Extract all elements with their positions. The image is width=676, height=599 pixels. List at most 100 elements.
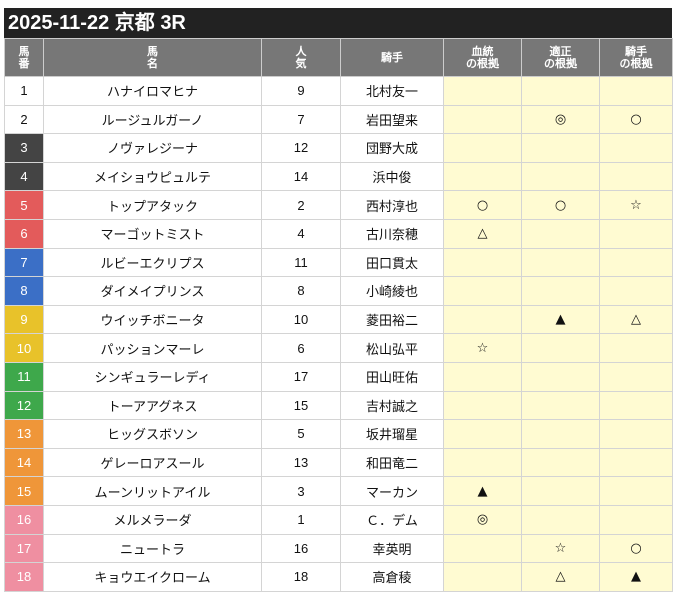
popularity: 8: [261, 276, 341, 306]
aptitude-mark: ○: [521, 190, 600, 220]
bloodline-mark: [443, 562, 522, 592]
horse-number: 5: [4, 190, 44, 220]
header-row: 馬番 馬名 人気 騎手 血統 の根拠 適正 の根拠 騎手 の根拠: [4, 38, 673, 77]
horse-name: ヒッグスボソン: [43, 419, 262, 449]
aptitude-mark: [521, 247, 600, 278]
popularity: 10: [261, 304, 341, 335]
jockey-name: Ｃ．デム: [340, 504, 444, 535]
bloodline-mark: ○: [443, 190, 522, 220]
jockey-name: 西村淳也: [340, 190, 444, 220]
jockey-mark: [599, 333, 673, 363]
horse-number: 3: [4, 133, 44, 163]
bloodline-mark: [443, 304, 522, 335]
bloodline-mark: ◎: [443, 504, 522, 535]
horse-name: パッションマーレ: [43, 333, 262, 363]
horse-number: 16: [4, 504, 44, 535]
horse-name: メイショウピュルテ: [43, 161, 262, 192]
bloodline-mark: [443, 390, 522, 421]
header-jockey: 騎手: [340, 38, 444, 77]
jockey-mark: [599, 390, 673, 421]
horse-name: ウイッチボニータ: [43, 304, 262, 335]
popularity: 3: [261, 476, 341, 506]
aptitude-mark: [521, 504, 600, 535]
aptitude-mark: [521, 476, 600, 506]
jockey-mark: [599, 276, 673, 306]
horse-name: メルメラーダ: [43, 504, 262, 535]
horse-name: マーゴットミスト: [43, 218, 262, 249]
table-row: 4 メイショウピュルテ 14 浜中俊: [4, 161, 673, 192]
aptitude-mark: [521, 276, 600, 306]
table-row: 1 ハナイロマヒナ 9 北村友一: [4, 76, 673, 106]
table-row: 15 ムーンリットアイル 3 マーカン ▲: [4, 476, 673, 506]
horse-number: 17: [4, 533, 44, 564]
bloodline-mark: △: [443, 218, 522, 249]
jockey-mark: [599, 447, 673, 478]
horse-name: ダイメイプリンス: [43, 276, 262, 306]
jockey-mark: ☆: [599, 190, 673, 220]
horse-name: トップアタック: [43, 190, 262, 220]
jockey-mark: [599, 218, 673, 249]
table-row: 17 ニュートラ 16 幸英明 ☆ ○: [4, 533, 673, 564]
jockey-name: 田口貫太: [340, 247, 444, 278]
aptitude-mark: [521, 419, 600, 449]
popularity: 6: [261, 333, 341, 363]
aptitude-mark: [521, 133, 600, 163]
header-aptitude-basis: 適正 の根拠: [521, 38, 600, 77]
jockey-name: 高倉稜: [340, 562, 444, 592]
jockey-name: 坂井瑠星: [340, 419, 444, 449]
header-name: 馬名: [43, 38, 262, 77]
horse-number: 6: [4, 218, 44, 249]
aptitude-mark: [521, 161, 600, 192]
horse-number: 9: [4, 304, 44, 335]
horse-name: ノヴァレジーナ: [43, 133, 262, 163]
aptitude-mark: ☆: [521, 533, 600, 564]
horse-number: 11: [4, 361, 44, 392]
jockey-mark: ○: [599, 533, 673, 564]
table-row: 6 マーゴットミスト 4 古川奈穂 △: [4, 218, 673, 249]
horse-number: 13: [4, 419, 44, 449]
horse-number: 7: [4, 247, 44, 278]
horse-name: トーアアグネス: [43, 390, 262, 421]
jockey-mark: [599, 419, 673, 449]
jockey-name: 幸英明: [340, 533, 444, 564]
horse-number: 18: [4, 562, 44, 592]
popularity: 17: [261, 361, 341, 392]
race-table-container: 2025-11-22 京都 3R 馬番 馬名 人気 騎手 血統 の根拠 適正 の根拠…: [4, 8, 673, 592]
jockey-name: 和田竜二: [340, 447, 444, 478]
bloodline-mark: [443, 419, 522, 449]
bloodline-mark: [443, 161, 522, 192]
jockey-mark: [599, 476, 673, 506]
horse-name: ハナイロマヒナ: [43, 76, 262, 106]
aptitude-mark: ◎: [521, 104, 600, 135]
horse-number: 4: [4, 161, 44, 192]
bloodline-mark: [443, 133, 522, 163]
table-row: 16 メルメラーダ 1 Ｃ．デム ◎: [4, 504, 673, 535]
jockey-mark: ▲: [599, 562, 673, 592]
table-row: 11 シンギュラーレディ 17 田山旺佑: [4, 361, 673, 392]
header-num: 馬番: [4, 38, 44, 77]
horse-number: 2: [4, 104, 44, 135]
horse-name: ルビーエクリプス: [43, 247, 262, 278]
jockey-name: 菱田裕二: [340, 304, 444, 335]
popularity: 9: [261, 76, 341, 106]
aptitude-mark: [521, 390, 600, 421]
table-row: 13 ヒッグスボソン 5 坂井瑠星: [4, 419, 673, 449]
jockey-name: 浜中俊: [340, 161, 444, 192]
bloodline-mark: [443, 361, 522, 392]
table-row: 7 ルビーエクリプス 11 田口貫太: [4, 247, 673, 278]
horse-name: シンギュラーレディ: [43, 361, 262, 392]
horse-number: 8: [4, 276, 44, 306]
popularity: 7: [261, 104, 341, 135]
table-row: 2 ルージュルガーノ 7 岩田望来 ◎ ○: [4, 104, 673, 135]
aptitude-mark: [521, 333, 600, 363]
jockey-name: 松山弘平: [340, 333, 444, 363]
jockey-name: マーカン: [340, 476, 444, 506]
jockey-mark: [599, 504, 673, 535]
header-popularity: 人気: [261, 38, 341, 77]
aptitude-mark: [521, 76, 600, 106]
jockey-name: 古川奈穂: [340, 218, 444, 249]
table-row: 12 トーアアグネス 15 吉村誠之: [4, 390, 673, 421]
horse-name: ムーンリットアイル: [43, 476, 262, 506]
popularity: 13: [261, 447, 341, 478]
bloodline-mark: [443, 447, 522, 478]
